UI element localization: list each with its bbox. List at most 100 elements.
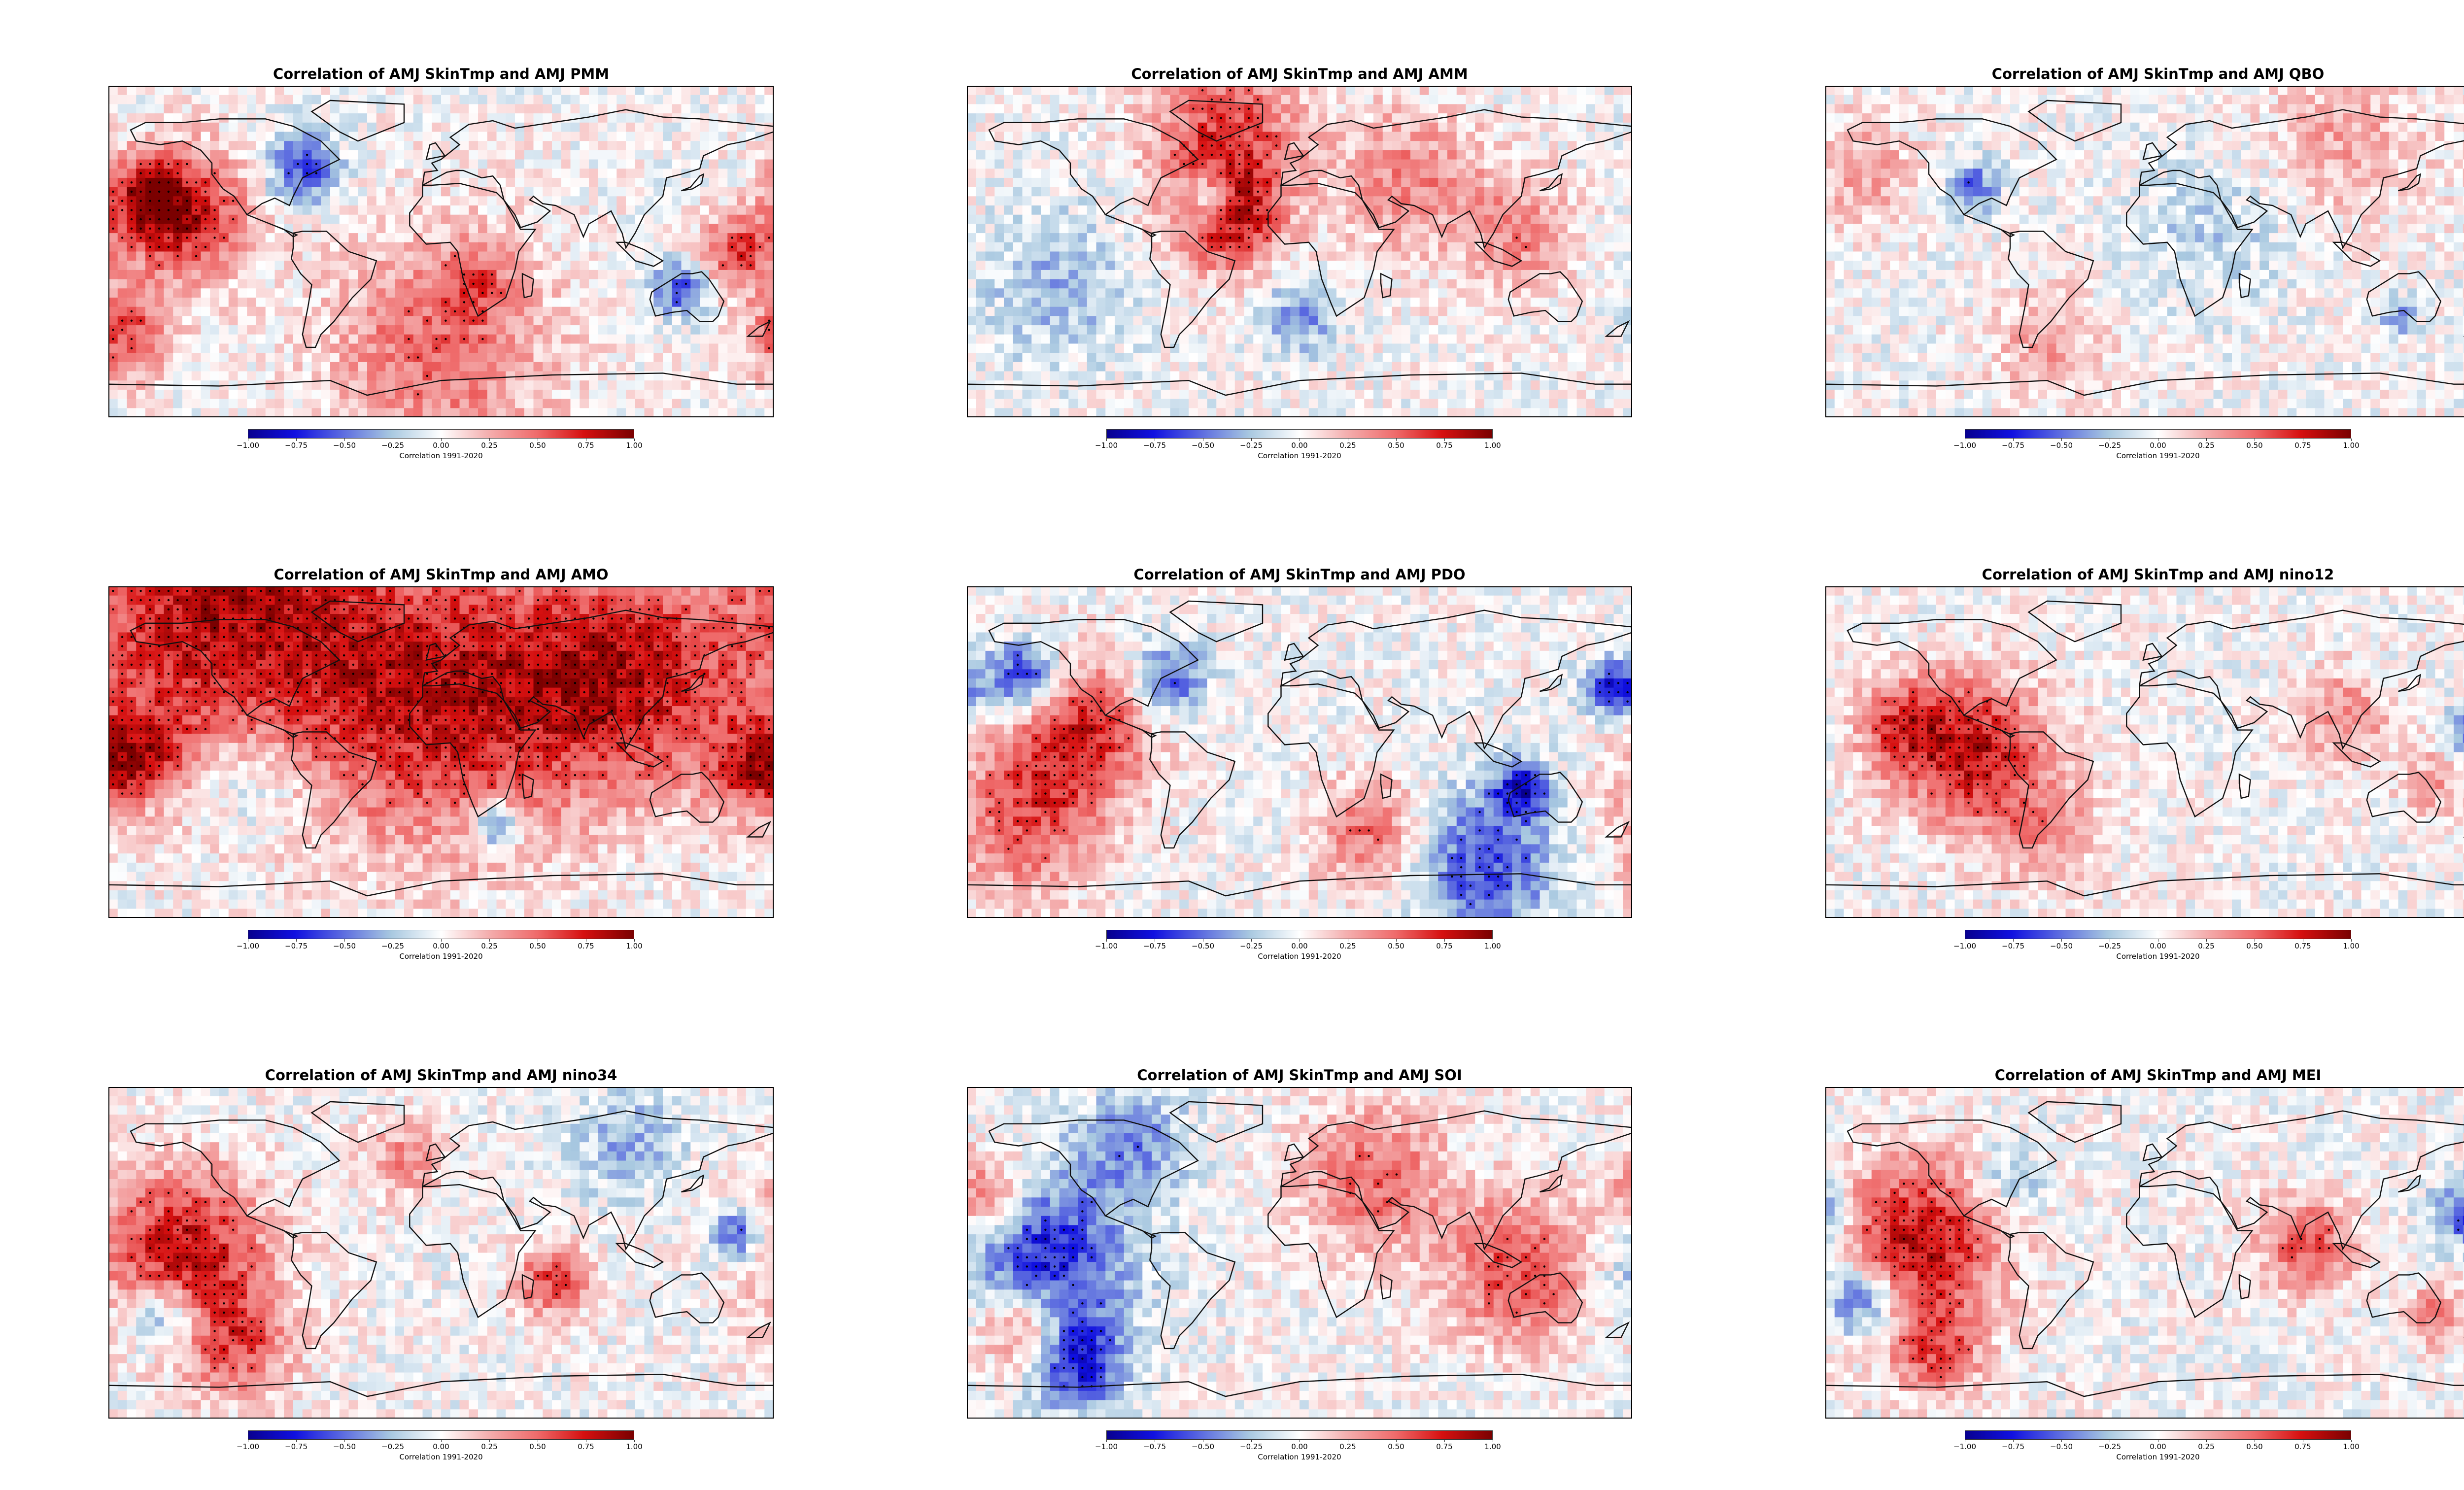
grid-cell [321,196,331,206]
grid-cell [1336,334,1346,344]
grid-cell [1133,104,1143,114]
stipple-dot [176,246,179,248]
grid-cell [1530,86,1540,96]
grid-cell [755,196,765,206]
grid-cell [182,95,192,104]
grid-cell [580,205,589,215]
grid-cell [755,214,765,225]
grid-cell [1041,325,1051,335]
grid-cell [339,113,349,123]
grid-cell [1521,159,1531,169]
grid-cell [552,279,562,289]
grid-cell [358,261,368,271]
grid-cell [469,288,479,298]
grid-cell [1512,242,1522,252]
grid-cell [1152,196,1162,206]
grid-cell [1438,325,1448,335]
grid-cell [459,95,469,104]
grid-cell [1161,233,1171,243]
grid-cell [1087,297,1097,307]
grid-cell [413,242,423,252]
grid-cell [1595,251,1605,261]
grid-cell [154,325,165,335]
grid-cell [1096,196,1106,206]
grid-cell [1336,196,1346,206]
grid-cell [746,408,756,417]
grid-cell [1456,270,1467,280]
grid-cell [1438,343,1448,353]
grid-cell [496,325,506,335]
grid-cell [1493,233,1504,243]
grid-cell [985,242,995,252]
grid-cell [1456,141,1467,151]
grid-cell [570,122,580,133]
grid-cell [967,205,977,215]
grid-cell [589,288,599,298]
grid-cell [561,251,571,261]
grid-cell [515,233,525,243]
grid-cell [1595,132,1605,141]
grid-cell [644,196,654,206]
grid-cell [1419,214,1430,225]
grid-cell [1189,196,1198,206]
grid-cell [1013,86,1023,96]
grid-cell [543,113,552,123]
grid-cell [469,325,479,335]
grid-cell [256,371,266,381]
grid-cell [145,297,155,307]
grid-cell [1567,86,1577,96]
grid-cell [1152,362,1162,372]
grid-cell [1179,122,1189,133]
grid-cell [422,104,432,114]
grid-cell [690,306,700,316]
grid-cell [348,316,358,326]
grid-cell [1161,270,1171,280]
grid-cell [1475,104,1485,114]
grid-cell [1013,343,1023,353]
grid-cell [1419,251,1430,261]
grid-cell [607,279,617,289]
grid-cell [154,288,165,298]
grid-cell [432,288,442,298]
grid-cell [1493,205,1504,215]
grid-cell [1456,159,1467,169]
grid-cell [330,343,340,353]
grid-cell [755,261,765,271]
grid-cell [589,261,599,271]
grid-cell [321,389,331,400]
grid-cell [755,279,765,289]
grid-cell [1179,242,1189,252]
grid-cell [672,251,682,261]
grid-cell [1613,353,1623,363]
grid-cell [589,371,599,381]
grid-cell [1068,150,1078,160]
grid-cell [1549,224,1559,234]
grid-cell [1290,261,1300,271]
grid-cell [515,270,525,280]
grid-cell [182,279,192,289]
grid-cell [1401,159,1411,169]
grid-cell [404,122,414,133]
grid-cell [1336,261,1346,271]
grid-cell [533,141,543,151]
grid-cell [1613,316,1623,326]
grid-cell [764,279,774,289]
grid-cell [1595,306,1605,316]
grid-cell [1253,334,1263,344]
grid-cell [1133,242,1143,252]
grid-cell [367,113,377,123]
grid-cell [145,389,155,400]
grid-cell [506,169,515,178]
grid-cell [358,297,368,307]
grid-cell [154,371,165,381]
grid-cell [496,150,506,160]
grid-cell [1576,325,1586,335]
grid-cell [1059,242,1069,252]
grid-cell [1382,169,1393,178]
grid-cell [311,224,321,234]
grid-cell [385,316,395,326]
grid-cell [487,371,497,381]
grid-cell [1096,279,1106,289]
grid-cell [182,343,192,353]
grid-cell [1124,362,1134,372]
